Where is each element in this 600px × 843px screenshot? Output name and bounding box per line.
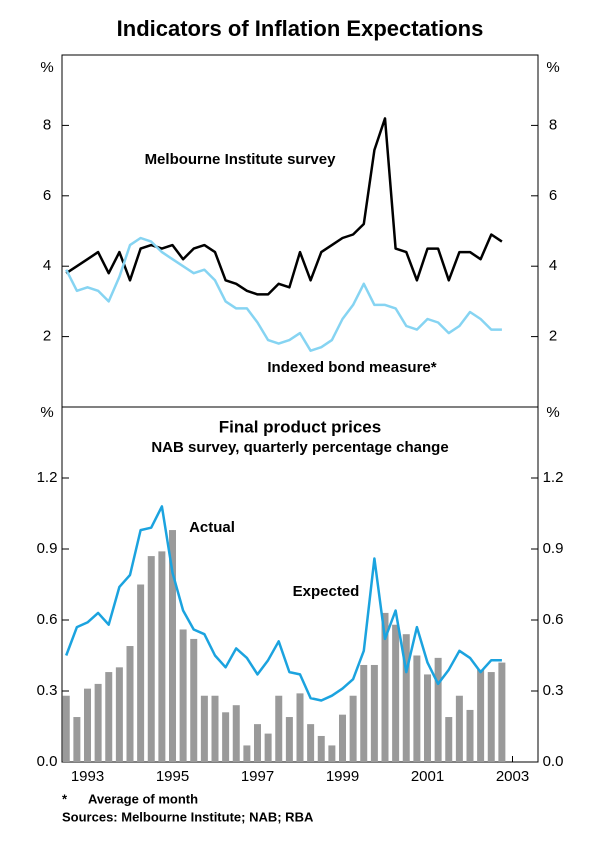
x-tick-label: 1995 <box>156 768 189 785</box>
series-label: Melbourne Institute survey <box>145 151 337 168</box>
series-label: Actual <box>189 519 235 536</box>
bar <box>360 664 368 762</box>
bar <box>62 695 70 762</box>
bar <box>424 674 431 762</box>
bar <box>392 624 400 762</box>
bar <box>466 709 474 762</box>
x-tick-label: 1993 <box>71 768 104 785</box>
bar <box>264 733 272 762</box>
bar <box>147 556 155 762</box>
y-unit-right: % <box>546 59 559 76</box>
y-tick-label-left: 2 <box>43 328 51 345</box>
y-tick-label-right: 0.0 <box>543 753 564 770</box>
bar <box>254 724 261 762</box>
bar <box>477 669 485 762</box>
y-tick-label-right: 0.6 <box>543 611 564 628</box>
y-tick-label-left: 0.6 <box>37 611 58 628</box>
bar <box>328 745 336 762</box>
bar <box>115 667 123 762</box>
bar <box>285 717 293 762</box>
bar <box>232 705 240 762</box>
bar <box>445 717 453 762</box>
x-tick-label: 1997 <box>241 768 274 785</box>
y-tick-label-left: 0.9 <box>37 540 58 557</box>
y-tick-label-right: 8 <box>549 116 557 133</box>
y-tick-label-right: 2 <box>549 328 557 345</box>
y-tick-label-right: 1.2 <box>543 469 564 486</box>
bar <box>158 551 166 762</box>
bar <box>211 695 219 762</box>
bar <box>381 612 389 762</box>
bar <box>349 695 357 762</box>
bar <box>105 672 113 762</box>
series-line <box>65 117 503 296</box>
bar <box>222 712 230 762</box>
y-unit-left: % <box>40 59 53 76</box>
y-tick-label-right: 6 <box>549 187 557 204</box>
y-tick-label-left: 6 <box>43 187 51 204</box>
bar <box>200 695 208 762</box>
x-tick-label: 2001 <box>411 768 444 785</box>
y-unit-right: % <box>546 404 559 421</box>
bar <box>94 683 102 762</box>
bar <box>413 655 421 762</box>
y-tick-label-right: 0.9 <box>543 540 564 557</box>
bar <box>243 745 251 762</box>
sources: Sources: Melbourne Institute; NAB; RBA <box>62 809 314 824</box>
bar <box>434 657 442 762</box>
bar <box>169 530 176 762</box>
bar <box>455 695 463 762</box>
y-tick-label-right: 0.3 <box>543 682 564 699</box>
series-label: Expected <box>293 583 360 600</box>
bar <box>487 672 495 762</box>
bar <box>317 735 325 762</box>
footnote-marker: * <box>62 791 68 806</box>
y-tick-label-left: 4 <box>43 257 51 274</box>
y-tick-label-left: 1.2 <box>37 469 58 486</box>
y-tick-label-left: 8 <box>43 116 51 133</box>
bar <box>339 714 346 762</box>
chart-title: Indicators of Inflation Expectations <box>117 16 484 41</box>
series-label: Indexed bond measure* <box>267 359 436 376</box>
x-tick-label: 2003 <box>496 768 529 785</box>
bar <box>179 629 187 762</box>
bar <box>190 638 198 762</box>
bar <box>498 662 506 762</box>
x-tick-label: 1999 <box>326 768 359 785</box>
bar <box>296 693 304 762</box>
panel-subtitle: NAB survey, quarterly percentage change <box>151 439 448 456</box>
footnote-text: Average of month <box>88 791 198 806</box>
y-tick-label-right: 4 <box>549 257 557 274</box>
panel-title: Final product prices <box>219 417 381 436</box>
bar <box>84 688 91 762</box>
bar <box>402 634 410 762</box>
y-tick-label-left: 0.3 <box>37 682 58 699</box>
bar <box>137 584 145 762</box>
series-line <box>65 236 502 352</box>
bar <box>73 717 81 762</box>
bar <box>126 646 134 762</box>
y-unit-left: % <box>40 404 53 421</box>
series-line <box>65 505 502 702</box>
bar <box>307 724 315 762</box>
bar <box>370 664 378 762</box>
y-tick-label-left: 0.0 <box>37 753 58 770</box>
bar <box>275 695 283 762</box>
